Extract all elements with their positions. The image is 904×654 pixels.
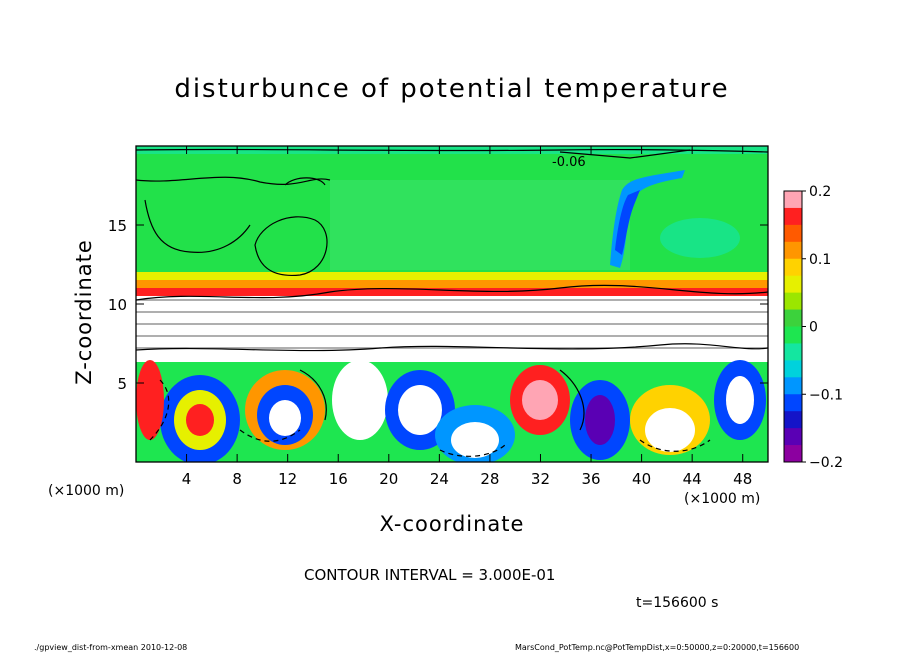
colorbar-swatch (784, 411, 802, 429)
y-tick-label: 15 (108, 217, 127, 235)
colorbar-swatch (784, 360, 802, 378)
x-unit-label-left: (×1000 m) (48, 483, 125, 499)
contour-label: -0.06 (552, 155, 586, 170)
colorbar-ticks: 0.2 0.1 0 −0.1 −0.2 (802, 184, 843, 471)
cyan-patch (660, 218, 740, 258)
y-axis-label: Z-coordinate (72, 239, 96, 385)
colorbar-swatch (784, 224, 802, 243)
x-axis-label-text: X-coordinate (379, 512, 525, 536)
upper-lighter-patch (330, 180, 630, 270)
blue-plume (610, 170, 685, 268)
y-tick-label: 10 (108, 296, 127, 314)
convective-cells (136, 360, 766, 462)
y-ticks: 5 10 15 (108, 217, 768, 393)
footer-right: MarsCond_PotTemp.nc@PotTempDist,x=0:5000… (515, 643, 800, 652)
colorbar-swatch (784, 377, 802, 395)
colorbar-tick-label: −0.2 (809, 455, 843, 471)
colorbar-swatch (784, 343, 802, 361)
colorbar-swatch (784, 445, 802, 463)
colorbar-swatch (784, 241, 802, 260)
contour-interval: CONTOUR INTERVAL = 3.000E-01 (304, 566, 556, 584)
x-tick-label: 20 (379, 470, 398, 488)
colorbar-swatch (784, 258, 802, 277)
colorbar-tick-label: 0 (809, 320, 818, 336)
colorbar-tick-label: 0.2 (809, 184, 831, 200)
colorbar-swatch (784, 394, 802, 412)
heatmap-field (136, 146, 768, 462)
colorbar-swatch (784, 207, 802, 226)
y-tick-label: 5 (117, 375, 127, 393)
x-tick-label: 8 (232, 470, 242, 488)
x-tick-label: 44 (683, 470, 702, 488)
red-band (136, 288, 768, 296)
x-tick-label: 28 (480, 470, 499, 488)
x-tick-label: 32 (531, 470, 550, 488)
contour-lines (136, 148, 768, 457)
x-ticks: 4 8 12 16 20 24 28 32 36 40 44 48 (182, 146, 752, 488)
x-axis-label: X-coordinate (0, 512, 904, 536)
colorbar-swatch (784, 428, 802, 446)
colorbar-swatch (784, 191, 802, 209)
colorbar (783, 190, 803, 463)
x-tick-label: 4 (182, 470, 192, 488)
turbulent-layer (136, 296, 768, 362)
x-tick-label: 36 (581, 470, 600, 488)
colorbar-swatch (784, 292, 802, 311)
colorbar-tick-label: −0.1 (809, 387, 843, 403)
colorbar-tick-label: 0.1 (809, 252, 831, 268)
x-tick-label: 40 (632, 470, 651, 488)
x-tick-label: 16 (329, 470, 348, 488)
x-unit-label-right: (×1000 m) (684, 491, 761, 507)
x-tick-label: 24 (430, 470, 449, 488)
chart-title: disturbunce of potential temperature (174, 74, 730, 104)
orange-band (136, 280, 768, 288)
footer-left: ./gpview_dist-from-xmean 2010-12-08 (34, 643, 188, 652)
colorbar-swatch (784, 275, 802, 294)
time-stamp: t=156600 s (636, 595, 719, 611)
colorbar-swatch (784, 326, 802, 344)
yellow-band (136, 272, 768, 280)
x-tick-label: 12 (278, 470, 297, 488)
x-tick-label: 48 (733, 470, 752, 488)
colorbar-swatch (784, 309, 802, 327)
